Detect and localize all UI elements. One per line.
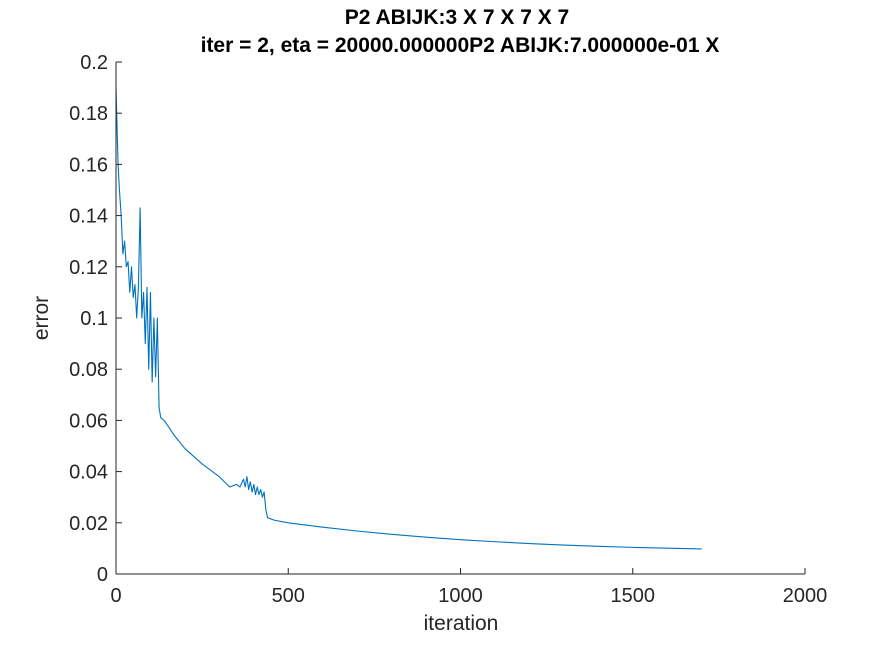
- axes: 0 500 1000 1500 2000 0 0.02 0.04 0.06 0.08 0.1 0.12…: [69, 52, 827, 607]
- x-axis-label: iteration: [424, 612, 499, 635]
- y-tick-label: 0: [97, 564, 108, 586]
- y-axis-label: error: [30, 296, 53, 340]
- x-tick-label: 1000: [438, 585, 483, 607]
- y-tick-label: 0.02: [69, 513, 108, 535]
- y-tick-label: 0.04: [69, 462, 108, 484]
- x-tick-label: 0: [110, 585, 121, 607]
- x-tick-label: 1500: [611, 585, 656, 607]
- x-tick-label: 2000: [783, 585, 828, 607]
- y-tick-label: 0.1: [80, 308, 108, 330]
- y-tick-label: 0.14: [69, 206, 108, 228]
- y-tick-label: 0.16: [69, 154, 108, 176]
- data-layer: [115, 87, 702, 550]
- y-tick-label: 0.18: [69, 103, 108, 125]
- chart-title: P2 ABIJK:3 X 7 X 7 X 7: [345, 6, 570, 29]
- y-tick-label: 0.08: [69, 359, 108, 381]
- y-tick-label: 0.12: [69, 257, 108, 279]
- y-tick-label: 0.2: [80, 52, 108, 74]
- chart-subtitle: iter = 2, eta = 20000.000000P2 ABIJK:7.0…: [201, 34, 720, 57]
- series-line-0: [115, 87, 702, 550]
- x-tick-label: 500: [272, 585, 305, 607]
- y-tick-label: 0.06: [69, 410, 108, 432]
